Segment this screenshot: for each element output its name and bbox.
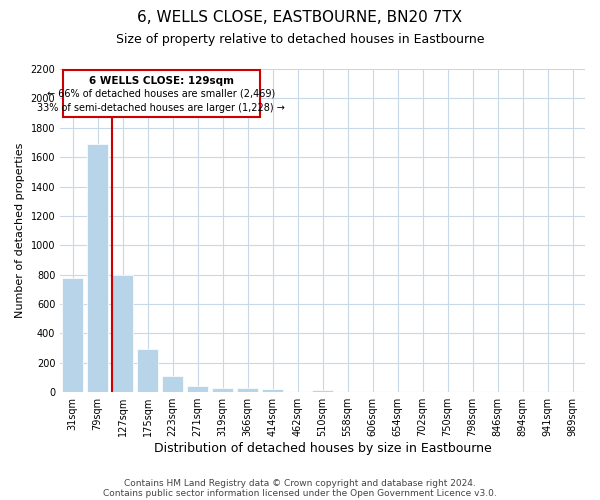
Text: Size of property relative to detached houses in Eastbourne: Size of property relative to detached ho… <box>116 32 484 46</box>
Text: ← 66% of detached houses are smaller (2,469): ← 66% of detached houses are smaller (2,… <box>47 89 275 99</box>
X-axis label: Distribution of detached houses by size in Eastbourne: Distribution of detached houses by size … <box>154 442 491 455</box>
Bar <box>262 390 283 392</box>
Text: 6, WELLS CLOSE, EASTBOURNE, BN20 7TX: 6, WELLS CLOSE, EASTBOURNE, BN20 7TX <box>137 10 463 25</box>
Y-axis label: Number of detached properties: Number of detached properties <box>15 143 25 318</box>
Text: Contains HM Land Registry data © Crown copyright and database right 2024.: Contains HM Land Registry data © Crown c… <box>124 478 476 488</box>
Bar <box>137 349 158 392</box>
Bar <box>62 278 83 392</box>
Bar <box>112 274 133 392</box>
Text: 6 WELLS CLOSE: 129sqm: 6 WELLS CLOSE: 129sqm <box>89 76 234 86</box>
Bar <box>237 388 258 392</box>
Bar <box>162 376 183 392</box>
Text: 33% of semi-detached houses are larger (1,228) →: 33% of semi-detached houses are larger (… <box>37 103 286 113</box>
Text: Contains public sector information licensed under the Open Government Licence v3: Contains public sector information licen… <box>103 488 497 498</box>
FancyBboxPatch shape <box>62 70 260 118</box>
Bar <box>212 388 233 392</box>
Bar <box>87 144 108 392</box>
Bar <box>187 386 208 392</box>
Bar <box>312 390 333 392</box>
